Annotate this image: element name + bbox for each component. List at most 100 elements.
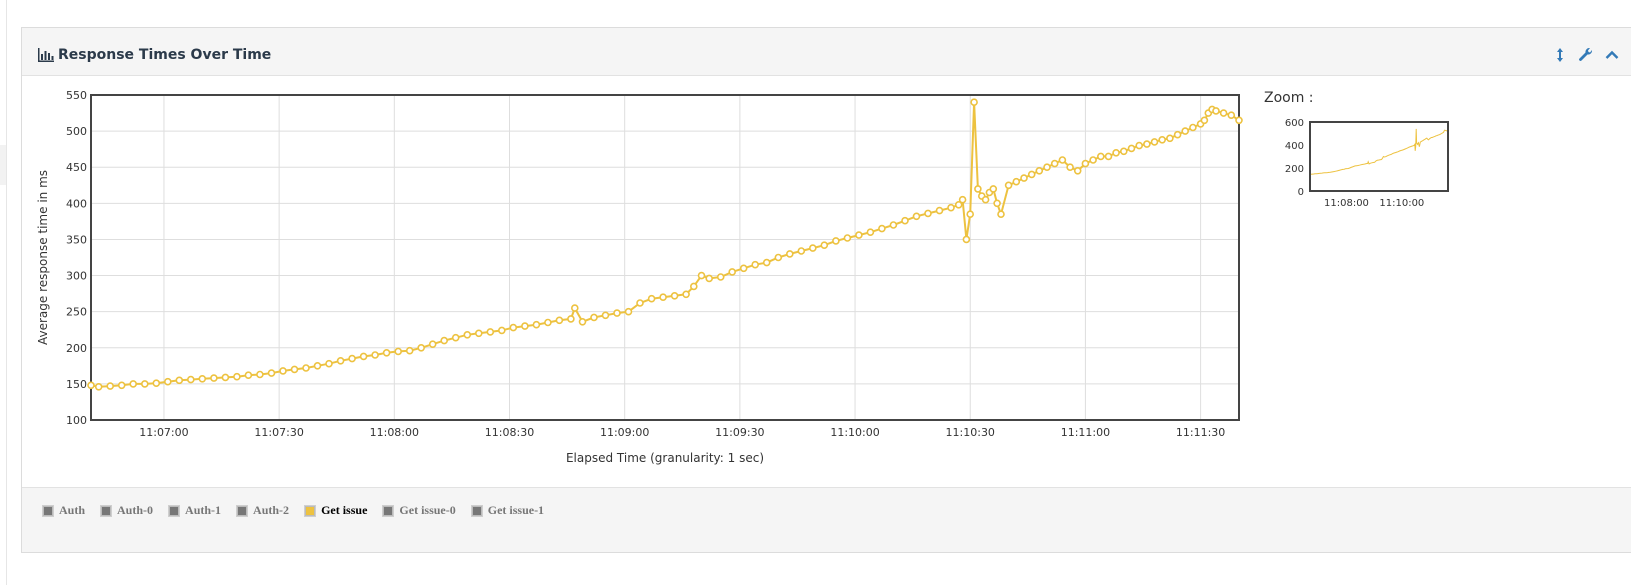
data-point[interactable] [1081,159,1090,168]
data-point[interactable] [463,330,472,339]
legend-item[interactable]: Get issue-0 [382,503,456,518]
data-point[interactable] [1158,135,1166,144]
data-point[interactable] [958,195,967,204]
data-point[interactable] [428,340,437,349]
data-point[interactable] [1143,140,1151,148]
data-point[interactable] [947,203,955,212]
data-point[interactable] [221,373,230,382]
data-point[interactable] [659,293,667,301]
data-point[interactable] [394,347,403,356]
data-point[interactable] [1127,144,1136,153]
data-point[interactable] [974,185,982,193]
data-point[interactable] [198,374,207,383]
data-point[interactable] [843,234,852,242]
data-point[interactable] [1066,163,1074,171]
data-point[interactable] [348,354,356,363]
data-point[interactable] [1219,109,1228,117]
data-point[interactable] [106,382,114,390]
data-point[interactable] [187,375,195,384]
data-point[interactable] [1004,181,1013,190]
data-point[interactable] [912,212,921,221]
data-point[interactable] [256,370,264,379]
data-point[interactable] [924,209,932,218]
data-point[interactable] [901,216,909,225]
data-point[interactable] [997,210,1005,218]
data-point[interactable] [1027,170,1036,179]
data-point[interactable] [808,244,817,252]
data-point[interactable] [966,210,975,218]
data-point[interactable] [279,367,287,375]
data-point[interactable] [1200,116,1209,125]
data-point[interactable] [152,379,161,388]
data-point[interactable] [417,343,426,352]
data-point[interactable] [509,323,518,332]
data-point[interactable] [164,377,172,386]
data-point[interactable] [624,307,633,316]
data-point[interactable] [689,282,698,291]
data-point[interactable] [555,316,564,325]
data-point[interactable] [970,98,978,107]
data-point[interactable] [1235,116,1243,125]
data-point[interactable] [832,237,840,245]
data-point[interactable] [1227,111,1236,120]
resize-vertical-icon[interactable] [1552,47,1568,63]
data-point[interactable] [141,380,149,388]
data-point[interactable] [1181,127,1189,135]
data-point[interactable] [785,250,794,258]
data-point[interactable] [1135,141,1143,150]
response-times-chart[interactable]: 100 150 200 250 300 350 400 450 500 550 11:07:00 11… [22,76,1252,476]
legend-item[interactable]: Auth-0 [100,503,153,518]
data-point[interactable] [570,304,579,312]
data-point[interactable] [855,231,863,239]
data-point[interactable] [359,352,368,361]
chevron-up-icon[interactable] [1604,47,1620,63]
data-point[interactable] [1189,123,1197,132]
data-point[interactable] [636,299,644,307]
data-point[interactable] [613,309,621,317]
data-point[interactable] [94,382,103,391]
data-point[interactable] [962,235,971,244]
data-point[interactable] [175,376,184,385]
data-point[interactable] [1035,167,1044,175]
data-point[interactable] [87,381,95,390]
data-point[interactable] [1120,147,1128,156]
data-point[interactable] [751,260,760,269]
data-point[interactable] [728,268,737,276]
data-point[interactable] [532,320,541,329]
data-point[interactable] [302,364,310,372]
zoom-overview-chart[interactable]: 0 200 400 600 11:08:00 11:10:00 [1258,110,1458,250]
data-point[interactable] [313,361,322,370]
data-point[interactable] [670,292,679,300]
data-point[interactable] [1012,177,1021,186]
legend-item[interactable]: Auth-2 [236,503,289,518]
data-point[interactable] [1097,152,1105,161]
data-point[interactable] [336,356,345,365]
data-point[interactable] [1050,159,1059,168]
data-point[interactable] [486,328,495,336]
data-point[interactable] [405,346,414,355]
data-point[interactable] [705,274,714,283]
data-point[interactable] [1112,149,1120,157]
data-point[interactable] [382,348,391,357]
legend-item[interactable]: Get issue [304,503,367,518]
data-point[interactable] [739,264,748,273]
data-point[interactable] [1173,130,1182,139]
data-point[interactable] [1020,174,1028,182]
data-point[interactable] [889,221,898,229]
data-point[interactable] [1212,107,1220,115]
data-point[interactable] [647,294,656,303]
data-point[interactable] [989,185,998,193]
data-point[interactable] [117,381,126,390]
data-point[interactable] [820,241,829,249]
data-point[interactable] [716,273,725,281]
legend-item[interactable]: Auth [42,503,85,518]
data-point[interactable] [210,374,218,382]
data-point[interactable] [993,199,1001,208]
data-point[interactable] [1089,156,1097,164]
data-point[interactable] [129,380,137,388]
data-point[interactable] [1166,134,1174,143]
data-point[interactable] [1104,152,1113,161]
data-point[interactable] [762,258,771,267]
data-point[interactable] [1150,138,1159,146]
legend-item[interactable]: Auth-1 [168,503,221,518]
